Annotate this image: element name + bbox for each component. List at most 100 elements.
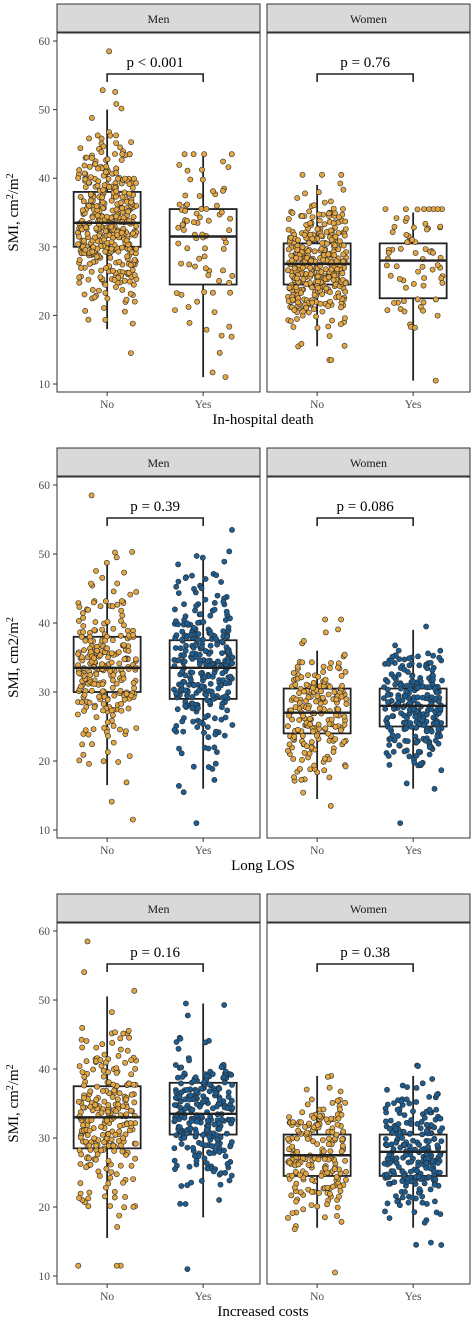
data-point (94, 182, 101, 189)
data-point (97, 1057, 104, 1063)
data-point (332, 723, 339, 730)
data-point (87, 197, 94, 204)
data-point (294, 316, 300, 322)
data-point (132, 656, 139, 663)
data-point (227, 289, 233, 296)
data-point (399, 1194, 406, 1201)
data-point (86, 202, 92, 209)
data-point (77, 145, 84, 152)
x-tick-label: Yes (405, 845, 422, 857)
data-point (300, 308, 307, 315)
data-point (222, 1153, 229, 1160)
data-point (427, 659, 434, 666)
data-point (102, 316, 109, 323)
data-point (407, 1121, 414, 1127)
data-point (384, 307, 391, 314)
data-point (119, 205, 125, 212)
data-point (216, 349, 223, 356)
data-point (403, 725, 409, 732)
data-point (198, 644, 205, 650)
data-point (202, 245, 208, 252)
significance-bracket (106, 73, 204, 82)
data-point (334, 1121, 341, 1128)
data-point (116, 1212, 123, 1219)
data-point (319, 1137, 326, 1143)
box-group-no (72, 492, 142, 823)
data-point (199, 1132, 206, 1138)
data-point (332, 233, 339, 240)
data-point (108, 223, 114, 230)
data-point (293, 696, 300, 703)
data-point (406, 753, 413, 760)
data-point (427, 1165, 434, 1172)
data-point (430, 249, 436, 256)
data-point (193, 820, 200, 826)
data-point (291, 265, 298, 272)
data-point (289, 1143, 296, 1150)
data-point (76, 1063, 83, 1070)
data-point (131, 298, 138, 305)
data-point (315, 211, 322, 218)
data-point (113, 1171, 120, 1178)
p-value-label: p = 0.38 (340, 945, 390, 961)
data-point (306, 750, 313, 757)
data-point (294, 246, 301, 253)
data-point (104, 213, 110, 220)
data-point (285, 246, 292, 253)
data-point (175, 224, 182, 231)
data-point (437, 223, 444, 230)
data-point (77, 193, 84, 200)
data-point (290, 324, 297, 330)
y-axis-title: SMI, cm2/m2 (5, 173, 23, 251)
data-point (397, 820, 404, 826)
data-point (180, 227, 187, 233)
data-point (300, 688, 307, 695)
data-point (300, 1206, 307, 1213)
data-point (295, 1161, 302, 1168)
data-point (204, 1127, 211, 1133)
data-point (131, 685, 137, 691)
data-point (384, 715, 391, 721)
data-point (411, 1209, 418, 1215)
data-point (427, 1186, 434, 1193)
data-point (92, 619, 99, 625)
data-point (203, 1160, 210, 1167)
data-point (201, 1155, 208, 1162)
data-point (339, 270, 346, 277)
data-point (210, 1168, 217, 1175)
data-point (220, 598, 227, 605)
data-point (80, 629, 86, 635)
data-point (76, 233, 82, 240)
y-tick-label: 10 (39, 825, 51, 837)
data-point (305, 248, 312, 255)
data-point (178, 260, 184, 267)
data-point (82, 246, 89, 253)
data-point (401, 308, 408, 315)
data-point (104, 156, 111, 163)
data-point (428, 706, 434, 712)
data-point (289, 1210, 296, 1216)
data-point (426, 744, 433, 751)
data-point (214, 592, 221, 599)
data-point (201, 289, 207, 295)
data-point (172, 1062, 179, 1068)
data-point (214, 1141, 221, 1148)
data-point (306, 715, 313, 722)
data-point (285, 1136, 291, 1142)
data-point (88, 174, 94, 180)
y-tick-label: 40 (39, 173, 51, 185)
data-point (294, 726, 301, 733)
data-point (105, 1108, 111, 1115)
data-point (104, 719, 111, 726)
data-point (89, 741, 95, 748)
data-point (211, 777, 218, 783)
data-point (386, 762, 393, 768)
data-point (117, 1162, 124, 1169)
data-point (414, 1121, 421, 1127)
data-point (421, 722, 427, 729)
data-point (431, 1198, 438, 1205)
data-point (108, 798, 115, 805)
data-point (295, 237, 301, 243)
data-point (77, 1180, 84, 1187)
data-point (91, 655, 97, 661)
